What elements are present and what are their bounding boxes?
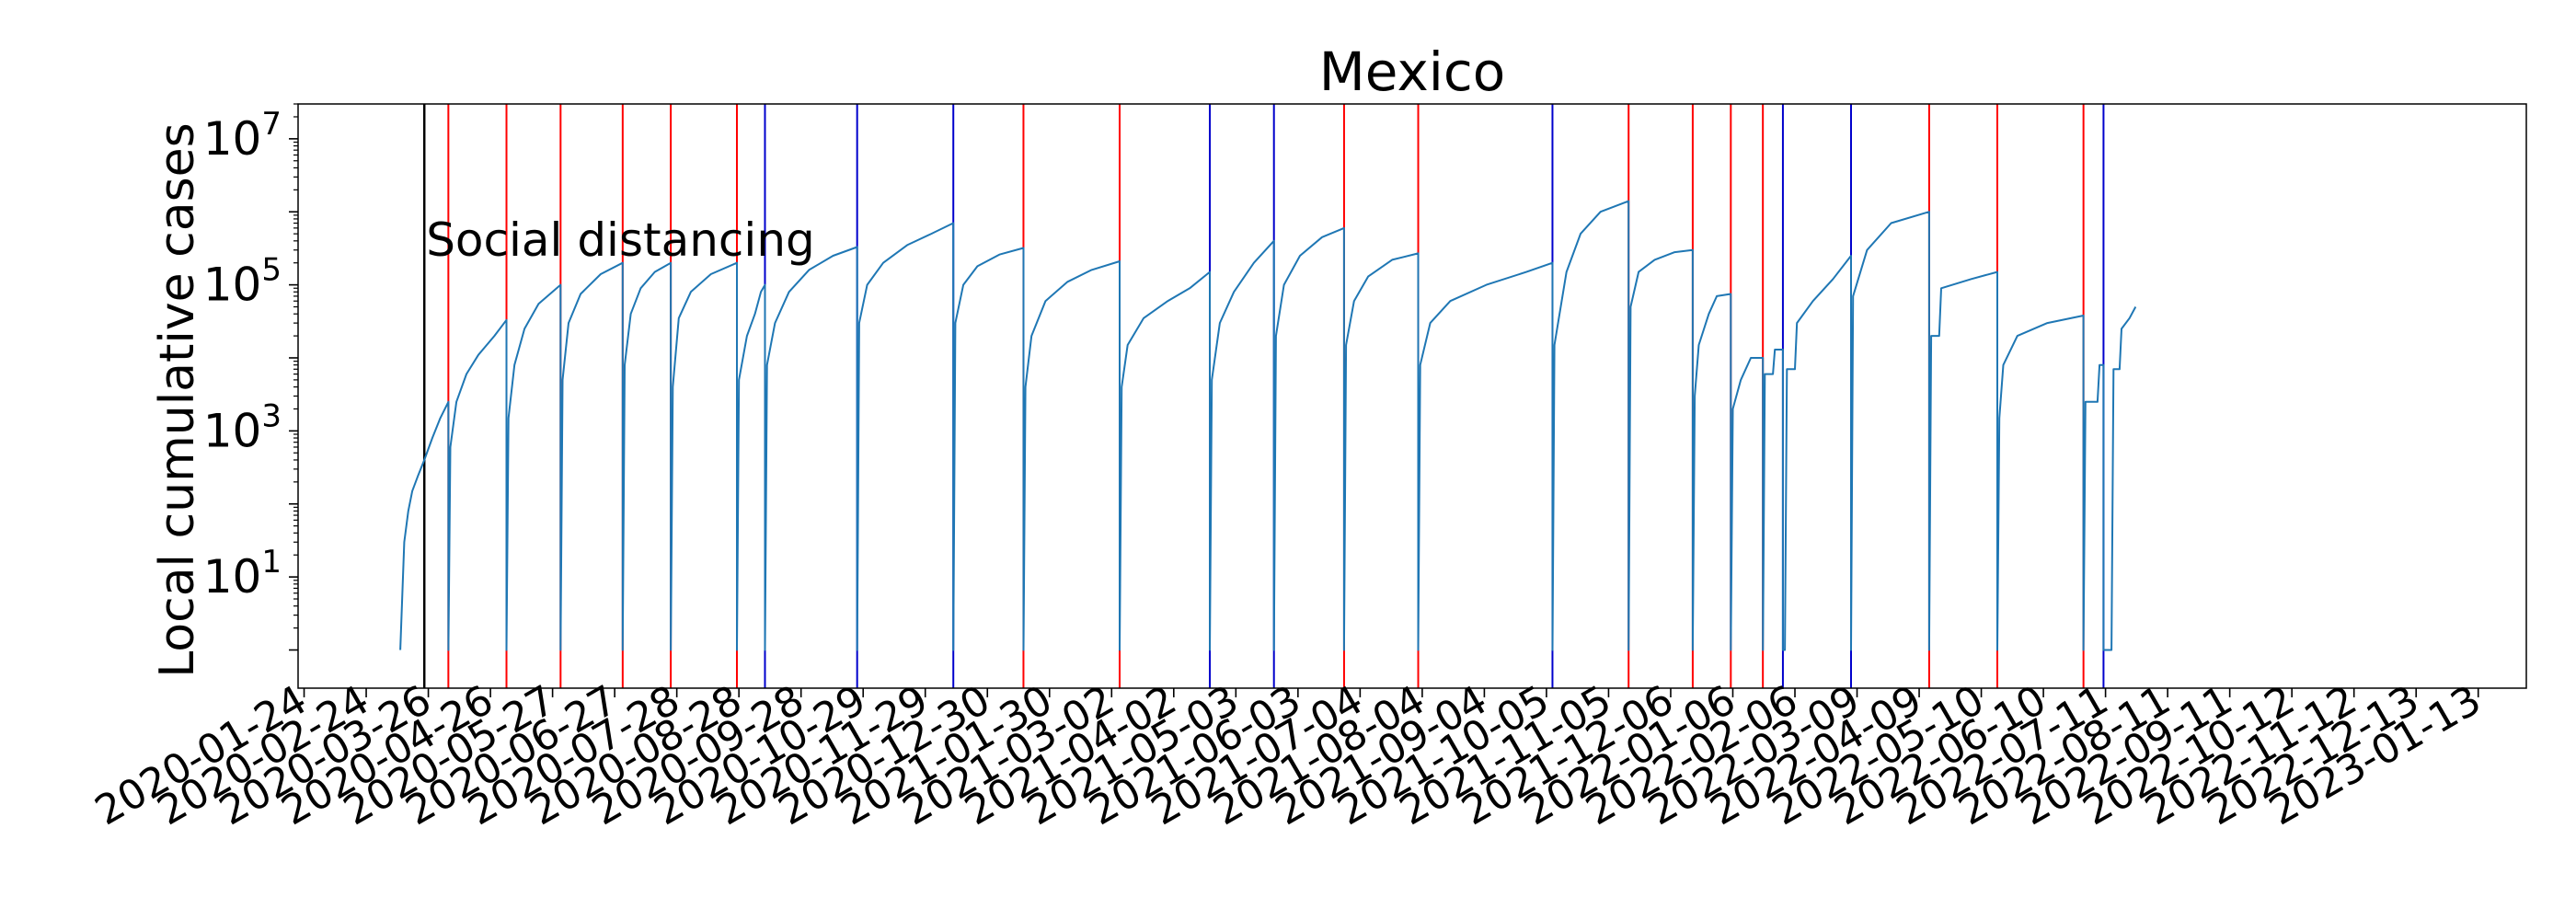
y-tick-label-1: 103 (203, 397, 282, 457)
y-tick-label-0: 101 (203, 544, 282, 604)
annotation-social-distancing: Social distancing (426, 213, 815, 267)
y-axis-label: Local cumulative cases (150, 122, 205, 678)
y-axis: 101 103 105 107 (203, 103, 298, 651)
chart-title: Mexico (1319, 40, 1506, 103)
plot-frame (297, 103, 2527, 689)
y-tick-label-2: 105 (203, 252, 282, 312)
plot-area (399, 104, 2137, 688)
y-tick-label-3: 107 (203, 106, 282, 166)
series-line-0 (399, 200, 2137, 651)
x-axis: 2020-01-242020-02-242020-03-262020-04-26… (87, 676, 2489, 834)
